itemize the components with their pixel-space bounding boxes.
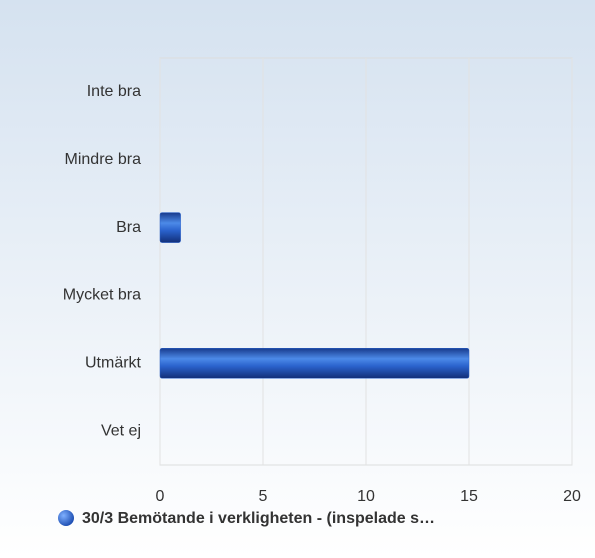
y-tick-label: Inte bra xyxy=(87,83,141,100)
x-tick-label: 10 xyxy=(357,488,375,505)
bar xyxy=(159,348,470,379)
y-tick-label: Utmärkt xyxy=(85,354,142,371)
y-tick-label: Mindre bra xyxy=(65,151,142,168)
legend-marker xyxy=(58,510,74,526)
x-tick-label: 5 xyxy=(259,488,268,505)
bar xyxy=(159,212,181,243)
y-tick-label: Vet ej xyxy=(101,422,141,439)
x-tick-label: 20 xyxy=(563,488,581,505)
y-tick-label: Bra xyxy=(116,219,141,236)
y-tick-label: Mycket bra xyxy=(63,287,141,304)
x-tick-label: 15 xyxy=(460,488,478,505)
x-tick-label: 0 xyxy=(156,488,165,505)
legend-label: 30/3 Bemötande i verkligheten - (inspela… xyxy=(82,510,435,527)
